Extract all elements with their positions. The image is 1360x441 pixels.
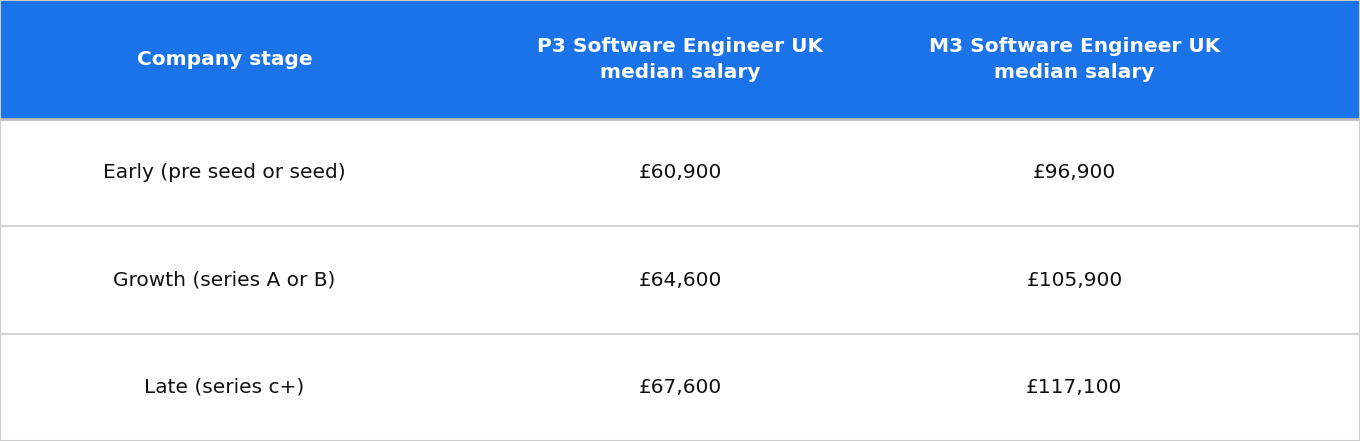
Text: Late (series c+): Late (series c+) bbox=[144, 378, 305, 397]
Text: Early (pre seed or seed): Early (pre seed or seed) bbox=[103, 163, 345, 182]
Text: £117,100: £117,100 bbox=[1027, 378, 1122, 397]
Text: Growth (series A or B): Growth (series A or B) bbox=[113, 270, 336, 290]
Text: M3 Software Engineer UK
median salary: M3 Software Engineer UK median salary bbox=[929, 37, 1220, 82]
Bar bbox=[0, 119, 1360, 226]
Bar bbox=[0, 226, 1360, 334]
Text: £60,900: £60,900 bbox=[638, 163, 722, 182]
Bar bbox=[0, 334, 1360, 441]
Bar bbox=[0, 0, 1360, 119]
Text: P3 Software Engineer UK
median salary: P3 Software Engineer UK median salary bbox=[537, 37, 823, 82]
Text: Company stage: Company stage bbox=[136, 50, 313, 69]
Text: £105,900: £105,900 bbox=[1027, 270, 1122, 290]
Text: £64,600: £64,600 bbox=[638, 270, 722, 290]
Text: £67,600: £67,600 bbox=[638, 378, 722, 397]
Text: £96,900: £96,900 bbox=[1032, 163, 1117, 182]
